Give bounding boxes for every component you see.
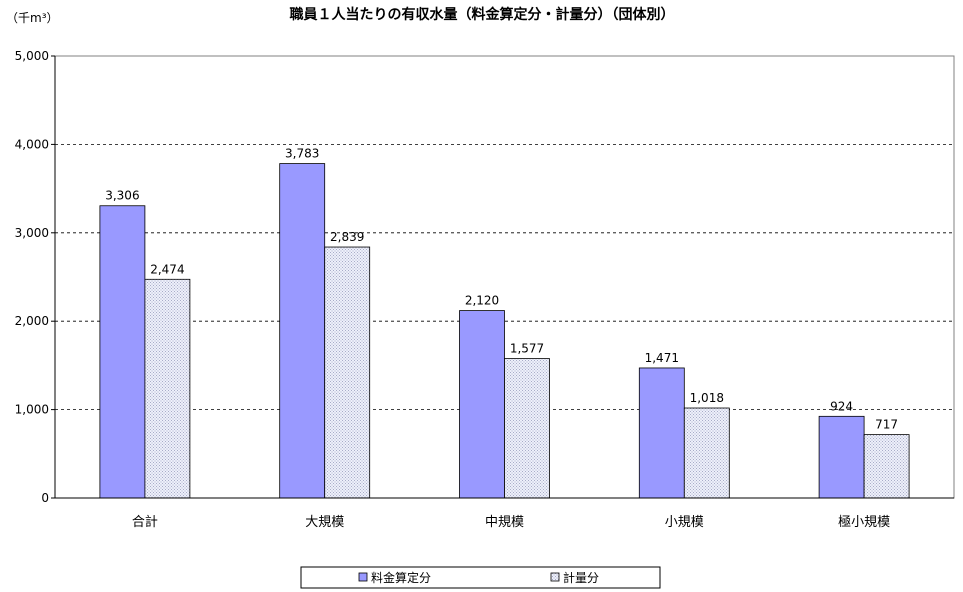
x-category-label: 中規模 — [485, 515, 524, 530]
y-tick-label: 0 — [41, 491, 49, 505]
bar-series-2 — [863, 434, 910, 499]
data-label: 2,839 — [330, 230, 364, 244]
data-label: 3,306 — [105, 189, 139, 203]
legend: 料金算定分 計量分 — [300, 566, 661, 589]
data-label: 2,474 — [150, 262, 184, 276]
data-label: 1,018 — [690, 391, 724, 405]
bar-series-2 — [683, 407, 730, 499]
bar-series-2 — [504, 358, 550, 499]
legend-box — [300, 566, 661, 589]
bars — [99, 163, 910, 499]
y-axis-ticks: 0 1,000 2,000 3,000 4,000 5,000 — [15, 49, 55, 505]
bar-series-1 — [818, 415, 865, 499]
bar-series-2 — [324, 246, 371, 499]
data-label: 3,783 — [285, 147, 319, 161]
bar-series-1 — [279, 163, 326, 499]
y-tick-label: 5,000 — [15, 49, 49, 63]
data-label: 1,471 — [645, 351, 679, 365]
data-labels: 3,306 2,474 3,783 2,839 2,120 1,577 1,471 1,018… — [105, 147, 898, 432]
chart-title: 職員１人当たりの有収水量（料金算定分・計量分）（団体別） — [290, 6, 675, 23]
legend-swatch-series-2 — [550, 572, 560, 582]
data-label: 717 — [875, 418, 898, 432]
y-tick-label: 4,000 — [15, 137, 49, 151]
bar-series-1 — [99, 205, 146, 499]
data-label: 1,577 — [510, 342, 544, 356]
data-label: 924 — [830, 399, 853, 413]
x-category-label: 小規模 — [665, 515, 704, 530]
unit-label: （千m³） — [6, 11, 59, 25]
bar-series-2 — [144, 278, 191, 499]
bar-series-1 — [459, 310, 505, 499]
data-label: 2,120 — [465, 294, 499, 308]
y-tick-label: 2,000 — [15, 314, 49, 328]
legend-label-series-1: 料金算定分 — [371, 570, 431, 585]
x-category-label: 極小規模 — [838, 514, 890, 530]
y-tick-label: 1,000 — [15, 403, 49, 417]
legend-swatch-series-1 — [358, 572, 368, 582]
legend-label-series-2: 計量分 — [563, 570, 599, 585]
x-category-label: 大規模 — [305, 515, 344, 530]
x-axis-categories: 合計 大規模 中規模 小規模 極小規模 — [132, 514, 890, 530]
x-category-label: 合計 — [132, 514, 158, 530]
y-tick-label: 3,000 — [15, 226, 49, 240]
bar-series-1 — [638, 367, 685, 499]
